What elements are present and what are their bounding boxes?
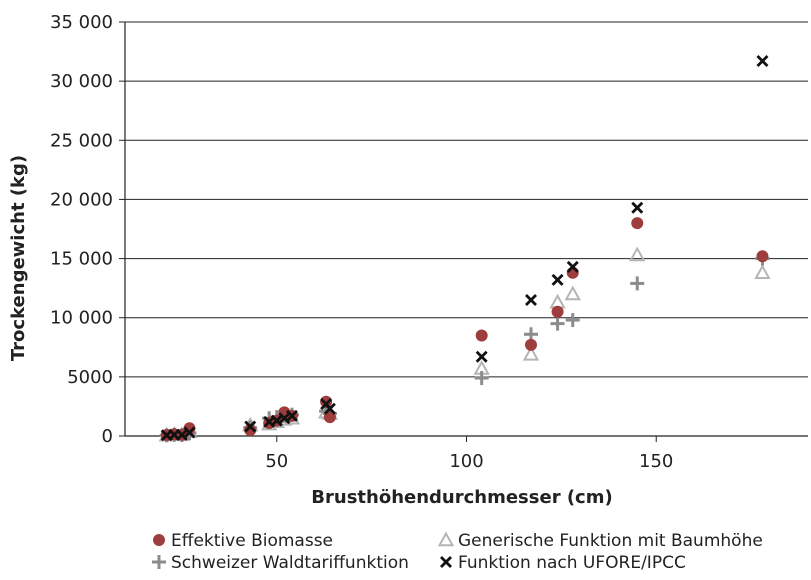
- data-point: [175, 428, 188, 441]
- data-point: [756, 55, 769, 68]
- legend-label: Generische Funktion mit Baumhöhe: [458, 531, 763, 551]
- data-point: [525, 338, 538, 351]
- data-point: [756, 250, 769, 263]
- x-tick-label: 50: [265, 451, 288, 472]
- legend-label: Schweizer Waldtariffunktion: [171, 553, 409, 573]
- data-point: [629, 246, 646, 262]
- legend-marker: [437, 531, 455, 547]
- data-point: [565, 313, 580, 328]
- y-tick-label: 20 000: [50, 189, 113, 210]
- data-point: [564, 285, 581, 301]
- legend-marker: [440, 556, 452, 568]
- data-point: [320, 395, 333, 408]
- x-axis-title: Brusthöhendurchmesser (cm): [311, 487, 612, 508]
- data-point: [525, 293, 537, 306]
- legend-marker: [152, 555, 166, 569]
- data-point: [551, 273, 564, 286]
- legend-item: Schweizer Waldtariffunktion: [152, 553, 409, 573]
- y-tick-label: 25 000: [50, 130, 113, 151]
- y-axis-title: Trockengewicht (kg): [8, 155, 29, 361]
- data-point: [244, 420, 257, 433]
- grid: [125, 21, 808, 378]
- data-point: [323, 411, 336, 424]
- data-point: [550, 316, 565, 331]
- y-tick-label: 0: [102, 426, 113, 447]
- data-points: [158, 55, 771, 443]
- data-point: [631, 217, 644, 230]
- axes: [124, 22, 808, 437]
- series-triangle: [158, 246, 771, 442]
- x-tick-label: 100: [449, 451, 483, 472]
- data-point: [549, 293, 566, 309]
- legend-item: Effektive Biomasse: [153, 531, 333, 551]
- data-point: [323, 402, 336, 415]
- legend-label: Effektive Biomasse: [171, 531, 333, 551]
- data-point: [475, 350, 488, 363]
- series-circle: [160, 217, 769, 442]
- legend-label: Funktion nach UFORE/IPCC: [458, 553, 686, 573]
- y-tick-label: 10 000: [50, 308, 113, 329]
- series-x: [160, 55, 769, 442]
- legend-item: Generische Funktion mit Baumhöhe: [437, 531, 763, 551]
- data-point: [551, 305, 564, 318]
- series-plus: [159, 251, 770, 443]
- legend: Effektive Biomasse Generische Funktion mi…: [152, 531, 763, 573]
- x-axis-ticks: 50 100 150: [265, 436, 673, 472]
- data-point: [522, 345, 540, 361]
- data-point: [630, 276, 645, 291]
- data-point: [566, 260, 579, 273]
- y-tick-label: 15 000: [50, 249, 113, 270]
- data-point: [244, 424, 257, 437]
- data-point: [475, 329, 488, 342]
- y-tick-label: 30 000: [50, 71, 113, 92]
- x-tick-label: 150: [639, 451, 673, 472]
- data-point: [183, 426, 196, 439]
- data-point: [474, 371, 489, 386]
- y-tick-label: 5000: [67, 367, 113, 388]
- y-axis-ticks: 0 5000 10 000 15 000 20 000 25 000 30 000 35 00…: [50, 12, 125, 447]
- data-point: [754, 264, 771, 279]
- legend-item: Funktion nach UFORE/IPCC: [440, 553, 686, 573]
- data-point: [631, 201, 644, 214]
- data-point: [285, 409, 298, 422]
- legend-marker: [153, 534, 165, 546]
- y-tick-label: 35 000: [50, 12, 113, 33]
